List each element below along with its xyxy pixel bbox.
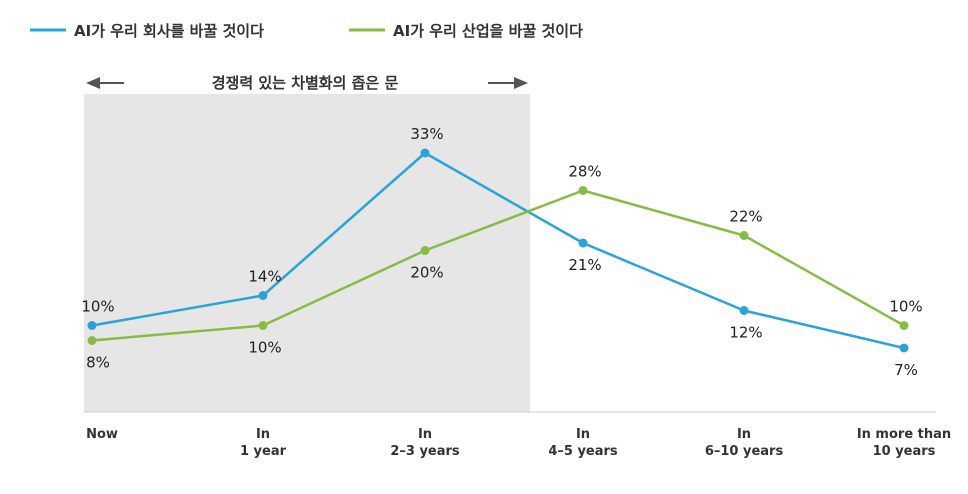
data-point-s1-3 [420,148,430,158]
series-line-2 [91,189,905,342]
data-label-s2-5: 22% [729,208,762,226]
data-point-s2-3 [420,246,430,255]
right-arrow-icon [514,77,528,89]
data-point-s2-6 [899,321,909,330]
data-point-s2-2 [258,321,268,330]
data-label-s1-5: 12% [729,324,762,342]
x-tick-label-3: In 2–3 years [390,427,460,459]
series-layer: 10% 14% 33% 21% 12% 7% 8% 10% 20% 28% 22% 10% [81,125,922,379]
legend-label-1: AI가 우리 회사를 바꿀 것이다 [74,22,264,40]
differentiation-window-band [84,94,530,412]
x-tick-labels: Now In 1 year In 2–3 years In 4–5 years In 6–10 … [86,427,951,459]
data-label-s2-6: 10% [889,298,922,316]
data-point-s1-6 [899,343,909,353]
x-tick-label-6: In more than 10 years [857,427,951,459]
legend-label-2: AI가 우리 산업을 바꿀 것이다 [393,22,583,40]
legend: AI가 우리 회사를 바꿀 것이다 AI가 우리 산업을 바꿀 것이다 [30,22,583,40]
series-line-1 [91,151,905,350]
data-label-s2-4: 28% [568,163,601,181]
data-point-s2-5 [739,231,749,240]
data-label-s2-1: 8% [86,354,110,372]
data-label-s1-1: 10% [81,298,114,316]
data-label-s2-2: 10% [248,339,281,357]
x-tick-label-2: In 1 year [240,427,287,459]
left-arrow-icon [86,77,100,89]
x-tick-label-4: In 4–5 years [548,427,618,459]
data-point-s2-1 [87,336,97,345]
data-point-s1-1 [87,321,97,330]
data-point-s1-2 [258,291,268,300]
x-tick-label-1: Now [86,427,118,442]
data-label-s1-2: 14% [248,268,281,286]
differentiation-window-label: 경쟁력 있는 차별화의 좁은 문 [212,74,399,92]
data-point-s2-4 [578,186,588,195]
window-arrows [86,77,528,89]
data-label-s2-3: 20% [410,264,443,282]
data-label-s1-3: 33% [410,125,443,143]
data-point-s1-4 [578,238,588,248]
data-label-s1-6: 7% [894,361,918,379]
data-point-s1-5 [739,306,749,315]
data-label-s1-4: 21% [568,256,601,274]
x-tick-label-5: In 6–10 years [705,427,784,459]
